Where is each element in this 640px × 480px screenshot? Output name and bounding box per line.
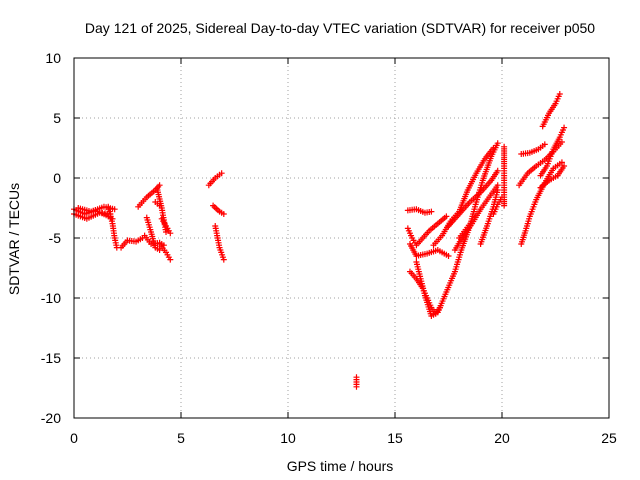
data-point [167,256,174,263]
data-point [558,159,565,166]
grid-lines [74,58,609,418]
y-tick-labels: 10 5 0 -5 -10 -15 -20 [41,50,61,426]
data-points [71,91,568,390]
data-point [443,213,450,220]
x-tick-label: 5 [177,430,185,446]
data-point [561,124,568,131]
y-tick-label: 5 [53,110,61,126]
data-point [494,140,501,147]
y-tick-label: 0 [53,170,61,186]
data-point [163,229,170,235]
x-tick-label: 25 [601,430,617,446]
data-point [160,242,167,249]
data-point [558,139,565,145]
axis-ticks [73,57,610,419]
data-point [445,253,452,259]
data-point [501,202,508,209]
data-point [494,167,501,174]
data-point [218,170,225,177]
data-point [494,187,501,193]
data-point [156,182,163,189]
x-tick-label: 0 [70,430,78,446]
data-point [541,141,548,148]
chart-title: Day 121 of 2025, Sidereal Day-to-day VTE… [85,20,595,36]
y-tick-label: 10 [45,50,61,66]
data-point [556,91,563,97]
x-tick-label: 15 [387,430,403,446]
data-point [220,256,227,263]
y-axis-label: SDTVAR / TECUs [6,183,22,295]
data-point [469,218,476,225]
data-point [353,383,360,390]
y-tick-label: -15 [41,350,61,366]
data-point [167,230,174,237]
x-axis-label: GPS time / hours [287,458,394,474]
y-tick-label: -5 [49,230,62,246]
data-point [156,202,163,209]
data-point [220,211,227,217]
x-tick-label: 10 [280,430,296,446]
data-point [490,145,497,151]
x-tick-label: 20 [494,430,510,446]
y-tick-label: -20 [41,410,61,426]
y-tick-label: -10 [41,290,61,306]
data-point [111,206,118,213]
data-point [561,163,568,169]
x-tick-labels: 0 5 10 15 20 25 [70,430,617,446]
data-point [428,208,435,215]
